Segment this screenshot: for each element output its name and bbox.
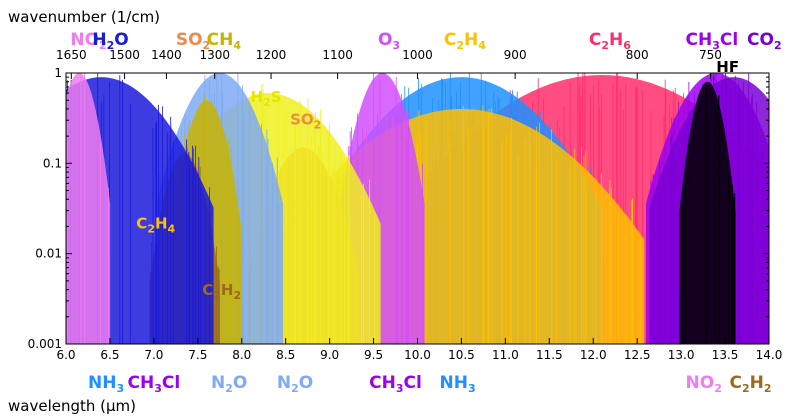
top-molecule-label: H2O [92,30,128,52]
series-no2 [66,73,111,344]
top-tick-label: 1400 [151,48,182,62]
x-tick-label: 10.5 [448,348,475,362]
y-tick-label: 1 [54,66,62,80]
top-tick-label: 1000 [402,48,433,62]
series-hf [679,81,736,344]
bottom-molecule-label: C2H2 [729,373,771,395]
axes: 6.0 6.5 7.0 7.5 8.0 8.5 9.0 9.5 10.0 10.5 11.0 11.5… [28,48,783,362]
bottom-molecule-label: NO2 [686,373,722,395]
bottom-molecule-label: NH3 [88,373,124,395]
x-tick-label: 8.0 [232,348,251,362]
bottom-axis-title: wavelength (µm) [8,397,136,415]
y-tick-label: 0.001 [28,337,62,351]
x-tick-label: 14.0 [756,348,783,362]
top-tick-label: 750 [699,48,722,62]
top-molecule-label: HF [716,58,739,76]
plot-area [66,73,769,344]
top-molecule-label: C2H6 [589,30,631,52]
bottom-molecule-label: N2O [277,373,313,395]
x-tick-label: 13.0 [668,348,695,362]
top-molecule-label: CO2 [747,30,782,52]
top-molecule-label: SO2 [176,30,210,52]
x-tick-label: 6.5 [100,348,119,362]
x-tick-label: 9.5 [364,348,383,362]
y-tick-label: 0.01 [35,247,62,261]
x-tick-label: 13.5 [712,348,739,362]
x-tick-label: 11.5 [536,348,563,362]
inner-molecule-label: H2S [251,88,282,109]
x-tick-label: 8.5 [276,348,295,362]
bottom-molecule-label: CH3Cl [369,373,422,395]
top-molecule-label: O3 [378,30,400,52]
x-tick-label: 11.0 [492,348,519,362]
bottom-molecule-label: NH3 [439,373,475,395]
y-tick-label: 0.1 [43,156,62,170]
x-tick-label: 10.0 [404,348,431,362]
top-molecule-label: CH4 [207,30,242,52]
top-tick-label: 800 [626,48,649,62]
inner-molecule-label: C2H2 [202,281,241,302]
top-tick-label: 1650 [56,48,87,62]
x-tick-label: 12.5 [624,348,651,362]
x-tick-label: 12.0 [580,348,607,362]
top-molecule-label: CH3Cl [686,30,739,52]
inner-molecule-label: SO2 [290,110,321,131]
top-tick-label: 1200 [256,48,287,62]
inner-molecule-label: C2H4 [136,214,175,235]
top-molecule-label: NO2 [70,30,106,52]
x-tick-label: 7.0 [144,348,163,362]
top-tick-label: 1100 [322,48,353,62]
top-molecule-label: C2H4 [444,30,486,52]
x-tick-label: 6.0 [56,348,75,362]
top-tick-label: 1300 [199,48,230,62]
x-tick-label: 9.0 [320,348,339,362]
top-axis-title: wavenumber (1/cm) [8,8,160,26]
x-tick-label: 7.5 [188,348,207,362]
top-tick-label: 900 [504,48,527,62]
top-tick-label: 1500 [109,48,140,62]
bottom-molecule-label: CH3Cl [128,373,181,395]
bottom-molecule-label: N2O [211,373,247,395]
